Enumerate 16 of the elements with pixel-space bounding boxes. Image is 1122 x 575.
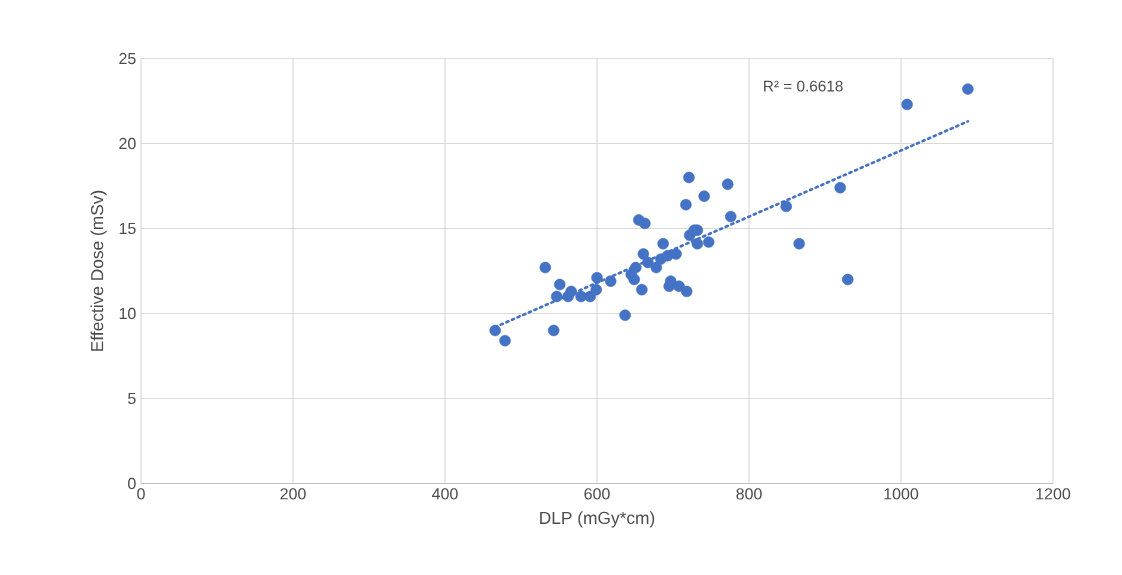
- y-tick-label: 0: [128, 477, 136, 490]
- y-tick-label: 10: [119, 307, 136, 320]
- y-tick-label: 20: [119, 137, 136, 150]
- x-tick-label: 200: [280, 488, 306, 500]
- x-tick-label: 1000: [884, 488, 919, 500]
- x-tick-label: 800: [736, 488, 762, 500]
- y-tick-label: 25: [119, 52, 136, 65]
- y-axis-title: Effective Dose (mSv): [90, 190, 107, 351]
- x-tick-label: 0: [137, 488, 145, 500]
- x-tick-label: 600: [584, 488, 610, 500]
- y-tick-label: 15: [119, 222, 136, 235]
- x-axis-title: DLP (mGy*cm): [540, 511, 655, 528]
- x-tick-label: 1200: [1036, 488, 1071, 500]
- y-tick-label: 5: [128, 392, 136, 405]
- annotation: R² = 0.6618: [764, 80, 843, 92]
- x-tick-label: 400: [432, 488, 458, 500]
